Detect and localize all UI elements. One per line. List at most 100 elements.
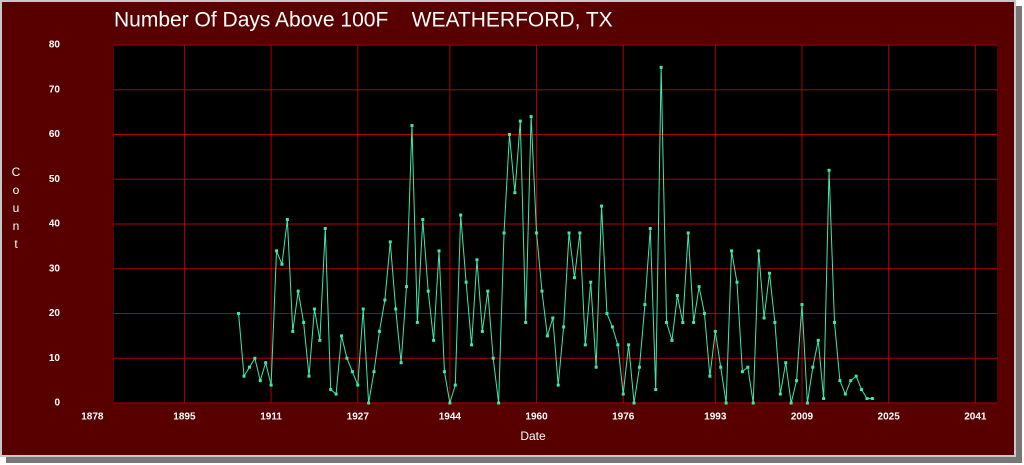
data-point: [659, 65, 663, 69]
data-point: [540, 289, 544, 293]
data-point: [394, 307, 398, 311]
data-point: [778, 392, 782, 396]
data-point: [432, 338, 436, 342]
data-point: [426, 289, 430, 293]
data-point: [740, 370, 744, 374]
data-point: [860, 388, 864, 392]
data-point: [448, 401, 452, 405]
y-tick-label: 80: [49, 40, 61, 51]
data-point: [247, 365, 251, 369]
data-point: [767, 271, 771, 275]
data-point: [340, 334, 344, 338]
data-point: [610, 325, 614, 329]
data-point: [827, 168, 831, 172]
data-point: [377, 329, 381, 333]
data-point: [302, 320, 306, 324]
data-point: [318, 338, 322, 342]
data-point: [719, 365, 723, 369]
x-tick-label: 1895: [173, 412, 196, 423]
data-point: [497, 401, 501, 405]
y-tick-label: 0: [54, 398, 60, 409]
data-point: [572, 276, 576, 280]
data-line: [238, 67, 873, 404]
data-point: [459, 213, 463, 217]
data-point: [702, 312, 706, 315]
data-point: [670, 338, 674, 342]
data-point: [470, 343, 474, 347]
y-tick-label: 10: [49, 353, 61, 364]
data-point: [854, 374, 858, 378]
data-point: [285, 218, 289, 222]
data-point: [632, 401, 636, 405]
data-point: [307, 374, 311, 378]
data-point: [594, 365, 598, 369]
data-point: [388, 240, 392, 244]
data-point: [253, 356, 257, 360]
data-point: [773, 320, 777, 324]
data-point: [805, 401, 809, 405]
data-point: [648, 226, 652, 230]
data-point: [621, 392, 625, 396]
data-point: [757, 249, 761, 253]
data-point: [654, 388, 658, 392]
data-point: [264, 361, 268, 365]
data-point: [784, 361, 788, 365]
data-point: [735, 280, 739, 284]
data-point: [746, 365, 750, 369]
data-point: [583, 343, 587, 347]
data-point: [578, 231, 582, 235]
x-tick-label: 2009: [791, 412, 814, 423]
data-point: [518, 119, 522, 123]
data-point: [258, 379, 262, 383]
data-point: [627, 343, 631, 347]
data-point: [437, 249, 441, 253]
x-tick-label: 1944: [439, 412, 462, 423]
data-point: [849, 379, 853, 383]
y-axis-label: Count: [9, 165, 23, 255]
data-point: [556, 383, 560, 387]
data-point: [399, 361, 403, 365]
x-tick-label: 1911: [260, 412, 282, 423]
data-point: [605, 312, 609, 315]
data-point: [480, 329, 484, 333]
data-point: [675, 294, 679, 298]
data-point: [795, 379, 799, 383]
data-point: [475, 258, 479, 262]
data-point: [637, 365, 641, 369]
data-point: [567, 231, 571, 235]
data-point: [502, 231, 506, 235]
data-point: [242, 374, 246, 378]
chart-title: Number Of Days Above 100F WEATHERFORD, T…: [114, 9, 613, 32]
data-point: [507, 133, 511, 136]
data-point: [811, 365, 815, 369]
data-point: [681, 320, 685, 324]
data-point: [665, 320, 669, 324]
data-point: [367, 401, 371, 405]
data-point: [453, 383, 457, 387]
y-tick-label: 30: [49, 263, 61, 274]
data-point: [692, 320, 696, 324]
data-point: [296, 289, 300, 293]
x-tick-label: 1993: [704, 412, 727, 423]
data-point: [383, 298, 387, 302]
data-point: [372, 370, 376, 374]
data-point: [589, 280, 593, 284]
data-point: [800, 303, 804, 307]
x-tick-label: 1976: [612, 412, 635, 423]
data-point: [600, 204, 604, 208]
y-tick-label: 60: [49, 129, 61, 140]
data-point: [356, 383, 360, 387]
data-point: [865, 397, 869, 401]
data-point: [816, 338, 820, 342]
data-point: [345, 356, 349, 360]
x-tick-label: 2025: [878, 412, 901, 423]
data-point: [405, 285, 409, 289]
data-point: [312, 307, 316, 311]
data-point: [832, 320, 836, 324]
data-point: [334, 392, 338, 396]
data-point: [323, 226, 327, 230]
x-tick-label: 1878: [81, 412, 104, 423]
data-point: [350, 370, 354, 374]
data-point: [442, 370, 446, 374]
